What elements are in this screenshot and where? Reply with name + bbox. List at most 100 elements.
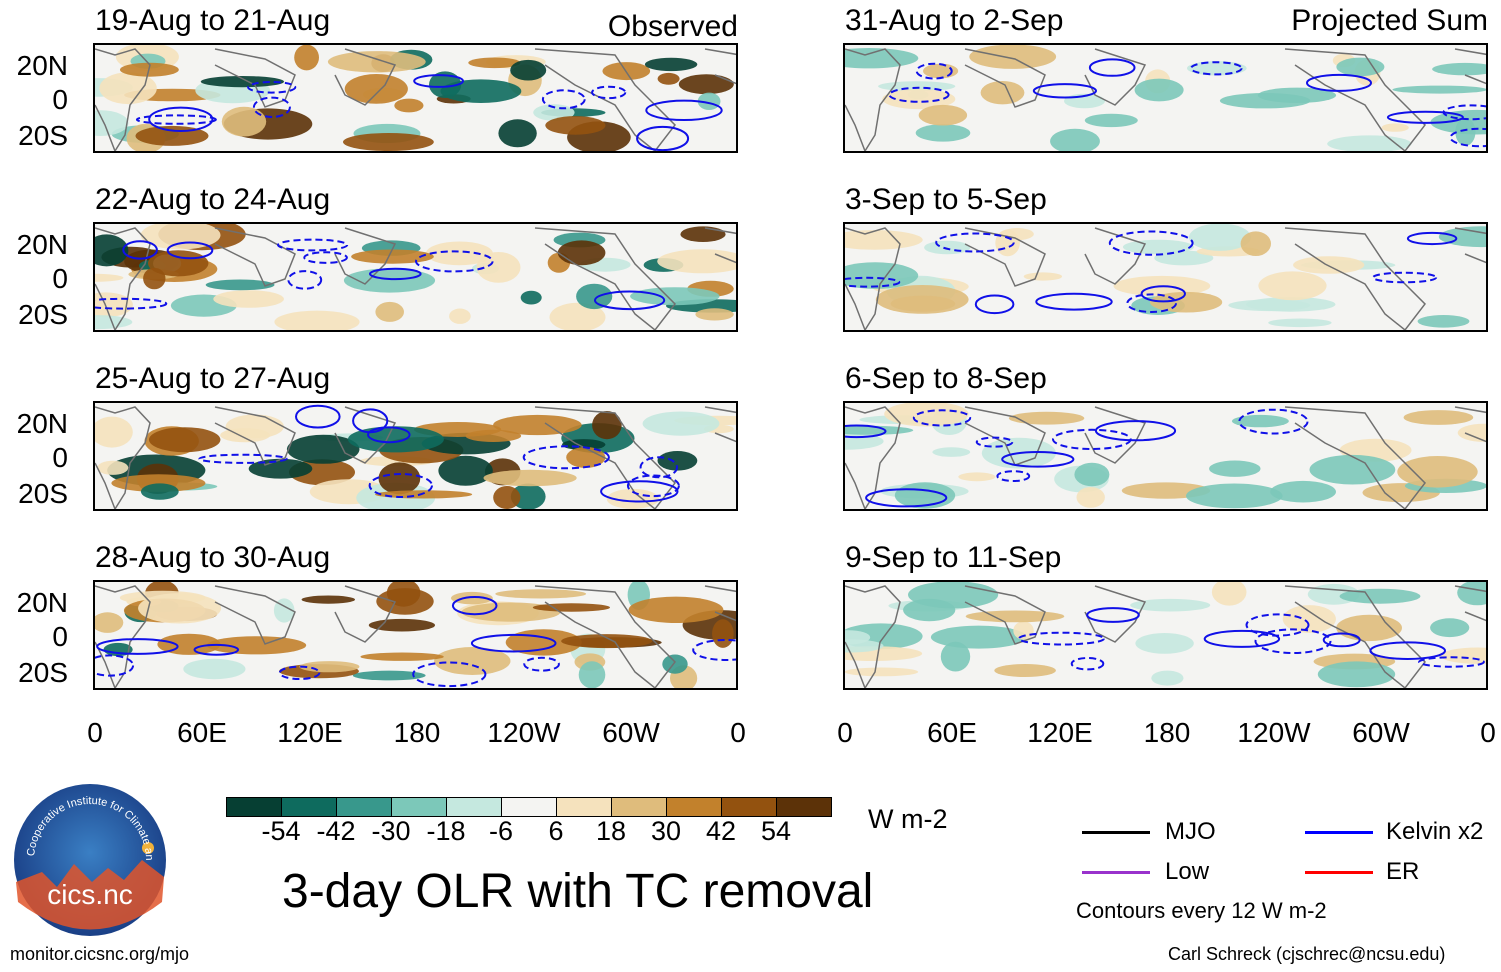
kelvin-contour	[1245, 613, 1310, 637]
kelvin-contour	[645, 99, 723, 122]
olr-anomaly-blob	[1381, 123, 1409, 132]
olr-anomaly-blob	[299, 661, 360, 673]
olr-anomaly-blob	[440, 79, 522, 103]
kelvin-contour	[1094, 420, 1177, 442]
olr-anomaly-blob	[1232, 414, 1289, 428]
olr-anomaly-blob	[294, 45, 319, 71]
olr-anomaly-blob	[576, 283, 613, 310]
map-panel-observed-4	[93, 580, 738, 690]
olr-anomaly-blob	[438, 455, 493, 486]
kelvin-contour	[626, 474, 680, 498]
coastline	[334, 585, 397, 643]
lat-label-20n: 20N	[16, 408, 68, 439]
kelvin-contour	[1203, 629, 1281, 648]
olr-anomaly-blob	[969, 45, 1057, 69]
coastline	[964, 585, 1046, 645]
coastline	[1454, 48, 1486, 85]
colorbar-bin	[391, 797, 447, 817]
olr-anomaly-blob	[642, 411, 720, 436]
coastline	[534, 406, 676, 509]
olr-anomaly-blob	[465, 429, 522, 442]
olr-anomaly-blob	[1084, 113, 1138, 128]
olr-anomaly-blob	[138, 593, 222, 624]
lon-label: 60E	[177, 717, 227, 748]
coastline	[704, 48, 736, 85]
olr-anomaly-blob	[225, 414, 284, 439]
lon-label: 180	[393, 717, 441, 748]
olr-anomaly-blob	[1339, 588, 1421, 604]
colorbar-tick-label: 54	[760, 816, 792, 846]
coastline	[704, 227, 736, 264]
olr-anomaly-blob	[1130, 598, 1211, 612]
kelvin-contour	[915, 62, 953, 80]
olr-anomaly-blob	[1209, 460, 1261, 477]
kelvin-contour	[636, 125, 690, 151]
colorbar-bin	[446, 797, 502, 817]
kelvin-contour	[193, 643, 240, 656]
olr-anomaly-blob	[662, 654, 688, 674]
coastline	[534, 227, 676, 330]
colorbar-tick-label: 6	[548, 816, 564, 846]
panel-title-left-2: 22-Aug to 24-Aug	[95, 183, 331, 216]
lon-label: 120E	[1027, 717, 1093, 748]
kelvin-contour	[845, 424, 887, 439]
olr-anomaly-blob	[592, 411, 622, 440]
kelvin-contour	[1108, 230, 1194, 256]
olr-anomaly-blob	[1219, 93, 1311, 109]
coastline	[964, 406, 1046, 466]
coastline	[214, 48, 296, 108]
legend-line-mjo	[1082, 831, 1150, 834]
olr-anomaly-blob	[327, 51, 426, 73]
olr-anomaly-blob	[1186, 483, 1283, 509]
olr-anomaly-blob	[301, 595, 355, 604]
colorbar-bin	[281, 797, 337, 817]
olr-anomaly-blob	[221, 106, 267, 137]
kelvin-contour	[96, 638, 179, 655]
olr-anomaly-blob	[468, 57, 521, 69]
olr-anomaly-blob	[95, 273, 124, 282]
legend-line-kelvin	[1305, 831, 1373, 834]
olr-anomaly-blob	[95, 234, 129, 267]
olr-anomaly-blob	[958, 472, 996, 482]
kelvin-contour	[975, 436, 1014, 448]
coastline	[964, 227, 1046, 287]
olr-anomaly-blob	[561, 634, 653, 649]
kelvin-contour	[522, 445, 610, 470]
olr-anomaly-blob	[1240, 231, 1271, 256]
colorbar-bin	[556, 797, 612, 817]
lat-label-20s: 20S	[18, 478, 68, 509]
kelvin-contour	[1254, 628, 1332, 655]
olr-anomaly-blob	[1000, 228, 1034, 241]
olr-anomaly-blob	[274, 310, 360, 330]
olr-anomaly-blob	[183, 658, 246, 680]
kelvin-contour	[996, 470, 1031, 482]
olr-anomaly-blob	[994, 664, 1056, 677]
kelvin-contour	[541, 89, 586, 110]
olr-anomaly-blob	[1023, 272, 1063, 281]
olr-anomaly-blob	[1440, 647, 1486, 664]
olr-anomaly-blob	[344, 74, 408, 104]
coastline	[1284, 406, 1426, 509]
kelvin-contour	[974, 294, 1015, 315]
kelvin-contour	[287, 270, 323, 290]
olr-anomaly-blob	[1392, 85, 1486, 94]
olr-anomaly-blob	[97, 460, 129, 475]
coastline	[1084, 48, 1147, 106]
lon-label: 120W	[1237, 717, 1311, 748]
olr-anomaly-blob	[915, 124, 971, 142]
coastline	[214, 585, 296, 645]
kelvin-contour	[1001, 451, 1075, 468]
lat-label-eq: 0	[52, 263, 68, 294]
colorbar-tick-label: -18	[426, 816, 466, 846]
coastline	[1284, 227, 1426, 330]
olr-anomaly-blob	[1122, 239, 1194, 255]
kelvin-contour	[1086, 607, 1140, 623]
kelvin-contour	[415, 250, 494, 273]
kelvin-contour	[600, 480, 679, 503]
kelvin-contour	[523, 656, 560, 672]
olr-anomaly-blob	[1134, 78, 1184, 102]
colorbar-bin	[611, 797, 667, 817]
olr-anomaly-blob	[1135, 633, 1194, 654]
olr-anomaly-blob	[95, 110, 129, 136]
olr-anomaly-blob	[1228, 299, 1311, 312]
